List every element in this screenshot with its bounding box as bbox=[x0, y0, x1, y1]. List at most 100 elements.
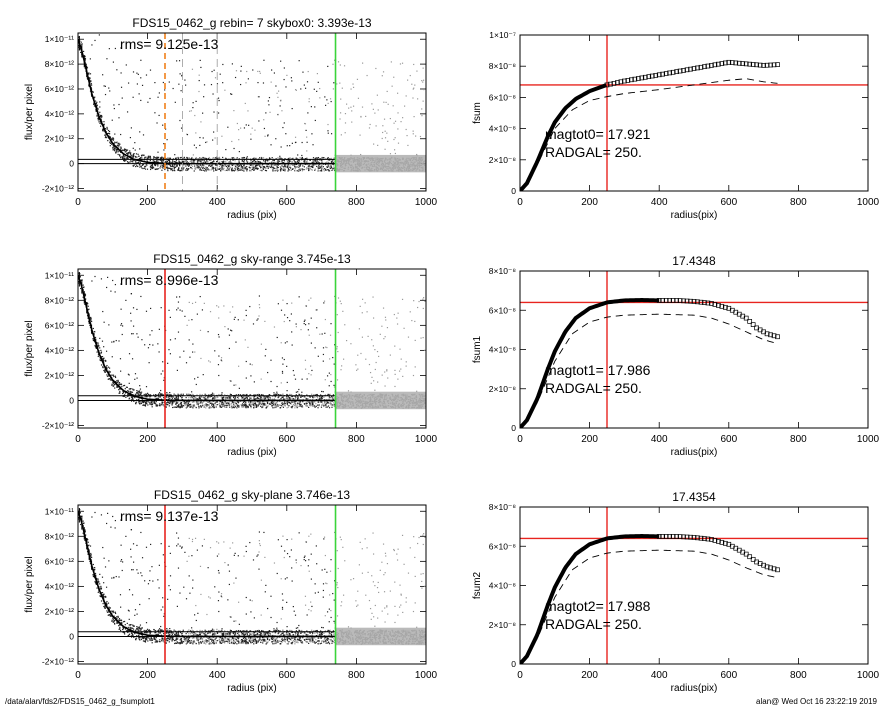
data-point bbox=[323, 404, 325, 407]
data-point bbox=[228, 165, 231, 167]
data-point bbox=[179, 395, 182, 398]
data-point bbox=[220, 160, 223, 163]
data-point bbox=[231, 403, 233, 405]
data-point bbox=[222, 405, 224, 407]
data-point bbox=[106, 128, 108, 130]
data-point bbox=[407, 336, 410, 338]
data-point bbox=[238, 150, 240, 153]
data-point bbox=[94, 275, 96, 278]
data-point bbox=[339, 82, 341, 84]
data-point bbox=[343, 65, 346, 67]
data-point bbox=[89, 73, 92, 75]
data-point bbox=[79, 48, 81, 50]
data-point bbox=[280, 146, 282, 148]
data-point bbox=[272, 395, 274, 398]
data-point bbox=[304, 324, 307, 326]
data-point bbox=[273, 167, 275, 169]
data-point bbox=[216, 160, 219, 162]
data-point bbox=[285, 86, 287, 88]
data-point bbox=[211, 70, 213, 73]
data-point bbox=[265, 167, 267, 170]
data-point bbox=[325, 158, 327, 160]
data-point bbox=[396, 323, 399, 325]
data-point bbox=[106, 132, 109, 135]
data-point bbox=[331, 169, 333, 172]
data-point bbox=[102, 310, 104, 313]
data-point bbox=[114, 375, 117, 377]
data-point bbox=[123, 150, 125, 152]
data-point bbox=[376, 350, 379, 353]
data-point bbox=[364, 302, 366, 304]
data-point bbox=[316, 165, 318, 168]
data-point bbox=[172, 170, 174, 172]
data-point bbox=[179, 119, 181, 122]
data-point bbox=[240, 166, 243, 168]
data-point bbox=[205, 157, 207, 159]
data-point bbox=[168, 396, 170, 398]
data-point bbox=[231, 63, 233, 65]
data-point bbox=[336, 348, 338, 350]
data-point bbox=[162, 164, 164, 166]
data-point bbox=[275, 406, 277, 409]
data-point bbox=[243, 319, 245, 321]
data-point bbox=[405, 95, 407, 97]
y-tick-label: -2×10⁻¹² bbox=[42, 184, 74, 194]
data-point bbox=[322, 360, 324, 362]
data-point bbox=[183, 167, 185, 169]
data-point bbox=[142, 400, 144, 402]
data-point bbox=[260, 403, 262, 405]
data-point bbox=[221, 360, 223, 362]
data-point bbox=[307, 168, 309, 170]
data-point bbox=[276, 92, 278, 94]
data-point bbox=[316, 395, 318, 398]
data-point bbox=[102, 128, 104, 130]
data-point bbox=[224, 402, 227, 404]
data-point bbox=[158, 404, 160, 407]
data-point bbox=[123, 384, 126, 387]
data-point bbox=[133, 153, 135, 155]
data-point bbox=[245, 401, 247, 403]
data-point bbox=[146, 396, 148, 398]
data-point bbox=[212, 157, 214, 159]
data-point bbox=[137, 161, 140, 164]
data-point bbox=[155, 394, 157, 396]
data-point bbox=[292, 157, 294, 160]
data-point bbox=[154, 82, 156, 84]
cumulative-point bbox=[709, 63, 714, 68]
data-point bbox=[149, 402, 151, 404]
data-point bbox=[251, 164, 253, 166]
data-point bbox=[128, 398, 130, 400]
data-point bbox=[215, 401, 217, 403]
data-point bbox=[140, 77, 142, 79]
data-point bbox=[253, 401, 255, 403]
data-point bbox=[357, 97, 360, 99]
data-point bbox=[245, 167, 247, 169]
data-point bbox=[153, 160, 156, 163]
data-point bbox=[384, 336, 386, 338]
data-point bbox=[130, 396, 133, 398]
data-point bbox=[169, 316, 171, 318]
data-point bbox=[263, 119, 265, 121]
data-point bbox=[422, 336, 424, 339]
data-point bbox=[130, 320, 132, 322]
data-point bbox=[122, 392, 124, 395]
data-point bbox=[94, 100, 97, 102]
data-point bbox=[292, 403, 295, 406]
data-point bbox=[298, 296, 300, 298]
data-point bbox=[293, 374, 295, 376]
data-point bbox=[88, 230, 89, 231]
data-point bbox=[330, 100, 332, 103]
data-point bbox=[154, 402, 156, 404]
y-tick-label: 4×10⁻⁸ bbox=[489, 124, 517, 134]
data-point bbox=[417, 98, 419, 100]
data-point bbox=[106, 126, 108, 129]
data-point bbox=[389, 354, 391, 356]
data-point bbox=[282, 393, 284, 395]
data-point bbox=[167, 393, 169, 395]
data-point bbox=[202, 169, 204, 171]
data-point bbox=[332, 63, 334, 65]
data-point bbox=[147, 400, 149, 402]
data-point bbox=[232, 406, 234, 409]
data-point bbox=[319, 87, 321, 90]
data-point bbox=[104, 93, 107, 96]
